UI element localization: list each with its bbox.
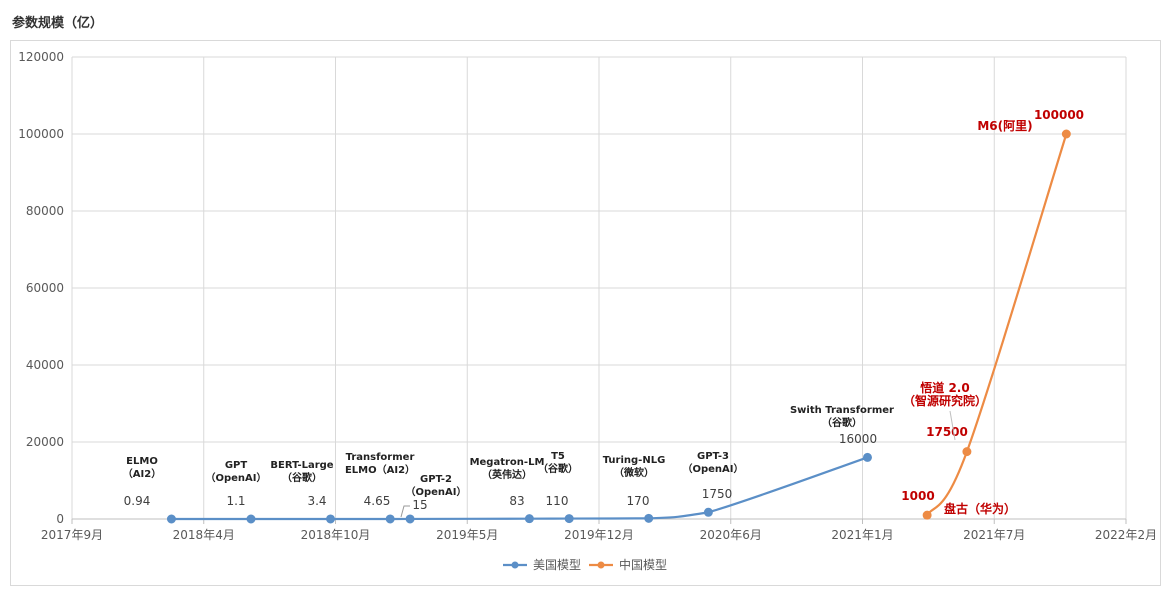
data-point	[644, 513, 654, 523]
model-name-label: 悟道 2.0	[920, 380, 969, 395]
x-tick-label: 2021年7月	[963, 528, 1025, 542]
x-tick-label: 2017年9月	[41, 528, 103, 542]
data-value-label: 0.94	[124, 494, 151, 508]
series-line	[171, 456, 868, 521]
y-tick-label: 60000	[26, 281, 64, 295]
model-name-label: （OpenAI）	[682, 462, 743, 475]
model-name-label: （AI2）	[123, 467, 161, 480]
model-name-label: ELMO（AI2）	[345, 463, 415, 476]
y-tick-label: 80000	[26, 204, 64, 218]
model-name-label: GPT	[225, 460, 248, 471]
leader-line	[400, 505, 410, 518]
legend-label: 美国模型	[533, 558, 581, 572]
model-name-label: （智源研究院）	[903, 393, 987, 408]
data-point	[524, 514, 534, 524]
model-name-label: BERT-Large	[270, 460, 333, 471]
model-name-label: （谷歌）	[822, 416, 862, 429]
axis-ticks: 0 20000 40000 60000 80000 100000 120000 2017年9月…	[18, 50, 1157, 542]
grid-lines	[71, 56, 1127, 520]
data-value-label: 1750	[702, 487, 733, 501]
model-name-label: Megatron-LM	[470, 457, 545, 468]
data-value-label: 100000	[1034, 108, 1084, 122]
x-tick-label: 2019年5月	[436, 528, 498, 542]
data-point	[703, 507, 713, 517]
series-points	[166, 129, 1071, 524]
data-value-label: 83	[509, 494, 524, 508]
data-value-label: 170	[627, 494, 650, 508]
chart-frame	[10, 40, 1161, 586]
model-name-label: M6(阿里)	[977, 118, 1032, 133]
model-name-label: T5	[551, 451, 565, 462]
model-name-label: Transformer	[346, 452, 415, 463]
data-point	[326, 514, 336, 524]
model-name-label: （谷歌）	[538, 462, 578, 475]
data-value-label: 4.65	[364, 494, 391, 508]
leader-line	[949, 410, 956, 441]
x-tick-label: 2021年1月	[831, 528, 893, 542]
data-value-label: 3.4	[307, 494, 326, 508]
x-tick-label: 2022年2月	[1095, 528, 1157, 542]
x-tick-label: 2020年6月	[700, 528, 762, 542]
y-tick-label: 0	[56, 512, 64, 526]
data-point	[166, 514, 176, 524]
model-name-label: GPT-2	[420, 474, 452, 485]
chart-unit-title: 参数规模（亿）	[12, 16, 104, 31]
legend-marker	[511, 561, 519, 569]
x-tick-label: 2018年4月	[173, 528, 235, 542]
data-value-label: 15	[412, 498, 427, 512]
data-point	[246, 514, 256, 524]
data-point	[564, 514, 574, 524]
model-name-label: ELMO	[126, 456, 158, 467]
model-name-label: （微软）	[614, 466, 654, 479]
x-tick-label: 2018年10月	[301, 528, 371, 542]
model-name-label: GPT-3	[697, 451, 729, 462]
legend-marker	[597, 561, 605, 569]
data-point	[405, 514, 415, 524]
data-point	[962, 447, 972, 457]
y-tick-label: 120000	[18, 50, 64, 64]
model-name-label: Swith Transformer	[790, 405, 894, 416]
data-labels: 0.94ELMO（AI2）1.1GPT（OpenAI）3.4BERT-Large…	[123, 108, 1084, 518]
y-tick-label: 20000	[26, 435, 64, 449]
series-line	[926, 133, 1068, 516]
data-point	[922, 510, 932, 520]
model-name-label: （OpenAI）	[205, 471, 266, 484]
model-name-label: （英伟达）	[482, 468, 532, 481]
data-value-label: 1000	[901, 489, 934, 503]
x-tick-label: 2019年12月	[564, 528, 634, 542]
y-tick-label: 100000	[18, 127, 64, 141]
model-name-label: （谷歌）	[282, 471, 322, 484]
data-point	[385, 514, 395, 524]
y-tick-label: 40000	[26, 358, 64, 372]
model-name-label: （OpenAI）	[405, 485, 466, 498]
data-value-label: 16000	[839, 432, 877, 446]
data-value-label: 1.1	[226, 494, 245, 508]
series-lines	[171, 133, 1068, 521]
data-value-label: 110	[546, 494, 569, 508]
model-name-label: 盘古（华为）	[944, 501, 1016, 516]
model-name-label: Turing-NLG	[603, 455, 666, 466]
legend-label: 中国模型	[619, 557, 667, 572]
data-point	[1061, 129, 1071, 139]
data-point	[862, 452, 872, 462]
legend: 美国模型 中国模型	[503, 557, 667, 572]
data-value-label: 17500	[926, 425, 968, 439]
